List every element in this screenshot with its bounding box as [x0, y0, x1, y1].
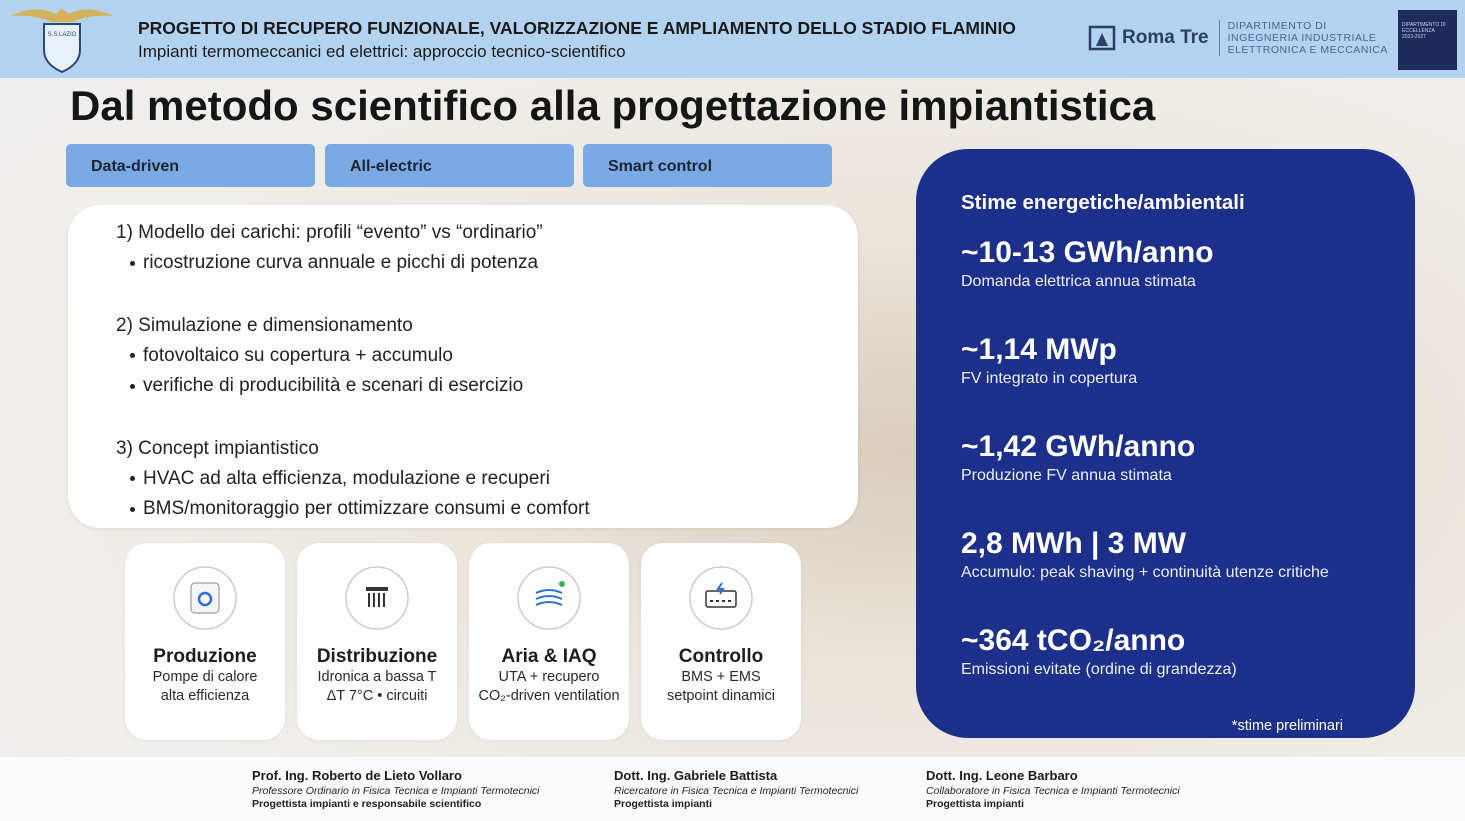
department-line: INGEGNERIA INDUSTRIALE	[1227, 32, 1377, 44]
bullet-text: BMS/monitoraggio per ottimizzare consumi…	[143, 498, 590, 519]
logo-text: S.S.LAZIO	[48, 32, 77, 38]
footer-band	[0, 757, 1465, 821]
card: Produzione Pompe di calore alta efficien…	[125, 543, 285, 740]
stat-caption: Produzione FV annua stimata	[961, 467, 1172, 484]
bullet-text: ricostruzione curva annuale e picchi di …	[143, 252, 539, 273]
badge-line: DIPARTIMENTO DI	[1402, 22, 1446, 28]
university-name: Roma Tre	[1122, 27, 1209, 48]
card-icon	[517, 566, 581, 630]
person-role: Ricercatore in Fisica Tecnica e Impianti…	[614, 785, 859, 797]
stat: 2,8 MWh | 3 MW Accumulo: peak shaving + c…	[961, 526, 1415, 623]
bullet-text: fotovoltaico su copertura + accumulo	[143, 344, 453, 366]
step: 2) Simulazione e dimensionamento fotovol…	[116, 310, 858, 402]
stat-caption: Emissioni evitate (ordine di grandezza)	[961, 661, 1237, 678]
stat-value: ~1,42 GWh/anno	[961, 430, 1196, 463]
tab: Data-driven	[66, 144, 315, 187]
card-line: alta efficienza	[160, 688, 250, 704]
bullet-row: fotovoltaico su copertura + accumulo	[116, 341, 858, 372]
stat-value: ~1,14 MWp	[961, 333, 1117, 366]
bullet-dot	[130, 476, 135, 482]
card-title: Controllo	[678, 646, 764, 667]
stat-value: ~10-13 GWh/anno	[961, 236, 1214, 269]
person: Prof. Ing. Roberto de Lieto Vollaro Prof…	[252, 768, 540, 811]
panel-title: Stime energetiche/ambientali	[961, 191, 1245, 214]
badge-line: ECCELLENZA	[1402, 28, 1435, 34]
step: 1) Modello dei carichi: profili “evento”…	[116, 217, 858, 279]
header-subtitle: Impianti termomeccanici ed elettrici: ap…	[138, 42, 626, 61]
person: Dott. Ing. Leone Barbaro Collaboratore i…	[926, 768, 1180, 811]
card-title: Produzione	[153, 646, 257, 667]
department-line: ELETTRONICA E MECCANICA	[1227, 44, 1388, 56]
bullet-text: HVAC ad alta efficienza, modulazione e r…	[143, 467, 550, 489]
university-icon	[1088, 25, 1116, 51]
bullet-row: BMS/monitoraggio per ottimizzare consumi…	[116, 494, 858, 525]
card-line: Idronica a bassa T	[317, 669, 437, 685]
panel-note: *stime preliminari	[1231, 718, 1343, 734]
card-line: Pompe di calore	[152, 669, 258, 685]
person-role: Professore Ordinario in Fisica Tecnica e…	[252, 785, 540, 797]
step-heading: 2) Simulazione e dimensionamento	[116, 314, 413, 336]
step: 3) Concept impiantistico HVAC ad alta ef…	[116, 433, 858, 525]
stat: ~364 tCO₂/anno Emissioni evitate (ordine …	[961, 623, 1415, 720]
card-line: ΔT 7°C • circuiti	[326, 688, 428, 704]
stat-caption: FV integrato in copertura	[961, 370, 1138, 387]
bullet-row: ricostruzione curva annuale e picchi di …	[116, 248, 858, 279]
card-line: BMS + EMS	[681, 669, 761, 685]
department: DIPARTIMENTO DI INGEGNERIA INDUSTRIALE E…	[1218, 20, 1388, 56]
stat: ~10-13 GWh/anno Domanda elettrica annua s…	[961, 235, 1415, 332]
tab: Smart control	[583, 144, 832, 187]
card-line: CO₂-driven ventilation	[478, 688, 620, 704]
bullet-dot	[130, 260, 135, 266]
person-duty: Progettista impianti	[614, 798, 713, 810]
bullet-dot	[130, 353, 135, 359]
card: Controllo BMS + EMS setpoint dinamici	[641, 543, 801, 740]
card: Distribuzione Idronica a bassa T ΔT 7°C …	[297, 543, 457, 740]
stat: ~1,42 GWh/anno Produzione FV annua stimat…	[961, 429, 1415, 526]
stat-value: ~364 tCO₂/anno	[961, 624, 1186, 657]
step-heading: 1) Modello dei carichi: profili “evento”…	[116, 222, 543, 243]
card-icon	[345, 566, 409, 630]
bullet-dot	[130, 506, 135, 512]
person-role: Collaboratore in Fisica Tecnica e Impian…	[926, 785, 1180, 797]
card-line: setpoint dinamici	[667, 688, 775, 704]
person-name: Prof. Ing. Roberto de Lieto Vollaro	[252, 768, 462, 783]
header-title: PROGETTO DI RECUPERO FUNZIONALE, VALORIZ…	[138, 18, 1016, 38]
stat-value: 2,8 MWh | 3 MW	[961, 527, 1187, 560]
card-title: Aria & IAQ	[501, 646, 597, 667]
person-duty: Progettista impianti	[926, 798, 1025, 810]
bullet-row: verifiche di producibilità e scenari di …	[116, 371, 858, 402]
badge-line: 2023-2027	[1402, 34, 1426, 40]
bullet-text: verifiche di producibilità e scenari di …	[143, 375, 524, 396]
card: Aria & IAQ UTA + recupero CO₂-driven ven…	[469, 543, 629, 740]
step-heading: 3) Concept impiantistico	[116, 437, 319, 459]
header-band	[0, 0, 1465, 78]
person-duty: Progettista impianti e responsabile scie…	[252, 798, 482, 810]
stat-caption: Domanda elettrica annua stimata	[961, 273, 1196, 290]
department-line: DIPARTIMENTO DI	[1227, 20, 1327, 32]
card-icon	[689, 566, 753, 630]
bullet-dot	[130, 383, 135, 389]
bullet-row: HVAC ad alta efficienza, modulazione e r…	[116, 464, 858, 495]
card-title: Distribuzione	[316, 646, 438, 667]
card-icon	[173, 566, 237, 630]
person-name: Dott. Ing. Leone Barbaro	[926, 768, 1078, 783]
stat: ~1,14 MWp FV integrato in copertura	[961, 332, 1415, 429]
card-line: UTA + recupero	[498, 669, 600, 685]
stat-caption: Accumulo: peak shaving + continuità uten…	[961, 564, 1329, 581]
club-logo: S.S.LAZIO	[10, 8, 114, 74]
person: Dott. Ing. Gabriele Battista Ricercatore…	[614, 768, 858, 811]
university-logo: Roma Tre DIPARTIMENTO DI INGEGNERIA INDU…	[1088, 20, 1388, 56]
excellence-badge: DIPARTIMENTO DI ECCELLENZA 2023-2027	[1398, 10, 1457, 70]
tab: All-electric	[325, 144, 574, 187]
estimates-panel: Stime energetiche/ambientali ~10-13 GWh/…	[916, 149, 1415, 738]
steps-box: 1) Modello dei carichi: profili “evento”…	[68, 205, 858, 528]
main-title: Dal metodo scientifico alla progettazion…	[70, 82, 1156, 129]
person-name: Dott. Ing. Gabriele Battista	[614, 768, 778, 783]
